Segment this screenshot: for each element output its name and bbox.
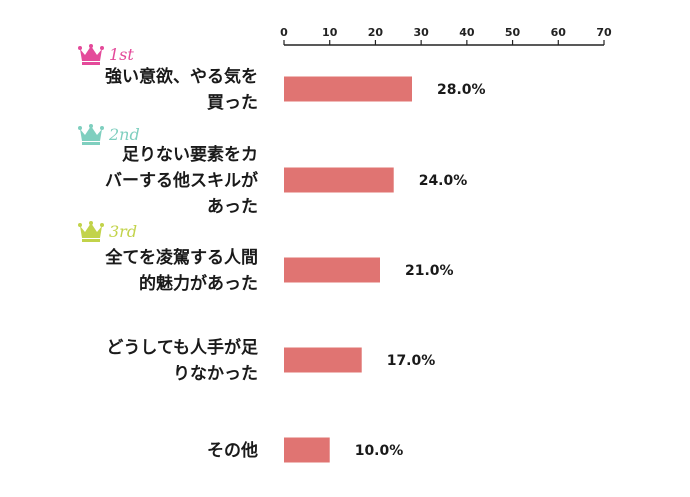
category-label: 足りない要素をカバーする他スキルがあった bbox=[105, 145, 258, 217]
bar bbox=[284, 257, 380, 283]
rank-label: 1st bbox=[109, 45, 134, 64]
value-label: 17.0% bbox=[387, 353, 436, 369]
tick-label: 70 bbox=[596, 26, 612, 39]
crown-icon: 3rd bbox=[78, 221, 137, 242]
crown-icon: 1st bbox=[78, 44, 134, 65]
category-label-line: 強い意欲、やる気を bbox=[105, 66, 258, 87]
value-label: 21.0% bbox=[405, 263, 454, 279]
tick-label: 10 bbox=[322, 26, 338, 39]
category-label-line: どうしても人手が足 bbox=[106, 337, 258, 358]
category-label-line: 全てを凌駕する人間 bbox=[104, 247, 258, 268]
value-labels: 28.0% 24.0% 21.0% 17.0% 10.0% bbox=[355, 82, 486, 459]
rank-label: 3rd bbox=[109, 222, 137, 241]
tick-label: 30 bbox=[413, 26, 429, 39]
category-label-line: りなかった bbox=[173, 364, 258, 384]
category-label: 全てを凌駕する人間的魅力があった bbox=[104, 247, 258, 294]
category-label-line: 買った bbox=[207, 93, 258, 113]
crown-icon: 2nd bbox=[78, 124, 140, 145]
value-label: 28.0% bbox=[437, 82, 486, 98]
category-labels: 強い意欲、やる気を買った足りない要素をカバーする他スキルがあった全てを凌駕する人… bbox=[104, 66, 258, 461]
bar bbox=[284, 347, 362, 373]
tick-label: 50 bbox=[505, 26, 521, 39]
category-label-line: 足りない要素をカ bbox=[122, 145, 258, 165]
x-axis: 0 10 20 30 40 50 60 70 bbox=[280, 26, 612, 46]
bar bbox=[284, 167, 394, 193]
bar bbox=[284, 76, 412, 102]
value-label: 10.0% bbox=[355, 443, 404, 459]
bars bbox=[284, 76, 412, 463]
category-label: 強い意欲、やる気を買った bbox=[105, 66, 258, 113]
value-label: 24.0% bbox=[419, 173, 468, 189]
category-label-line: 的魅力があった bbox=[139, 273, 258, 294]
category-label-line: バーする他スキルが bbox=[105, 170, 258, 191]
tick-label: 0 bbox=[280, 26, 288, 39]
tick-label: 60 bbox=[551, 26, 567, 39]
tick-label: 20 bbox=[368, 26, 384, 39]
category-label: その他 bbox=[207, 440, 258, 461]
bar bbox=[284, 437, 330, 463]
rank-badges: 1st 2nd 3rd bbox=[78, 44, 140, 242]
rank-label: 2nd bbox=[108, 125, 140, 144]
category-label: どうしても人手が足りなかった bbox=[106, 337, 258, 384]
category-label-line: あった bbox=[207, 197, 258, 217]
tick-label: 40 bbox=[459, 26, 475, 39]
category-label-line: その他 bbox=[207, 440, 258, 461]
